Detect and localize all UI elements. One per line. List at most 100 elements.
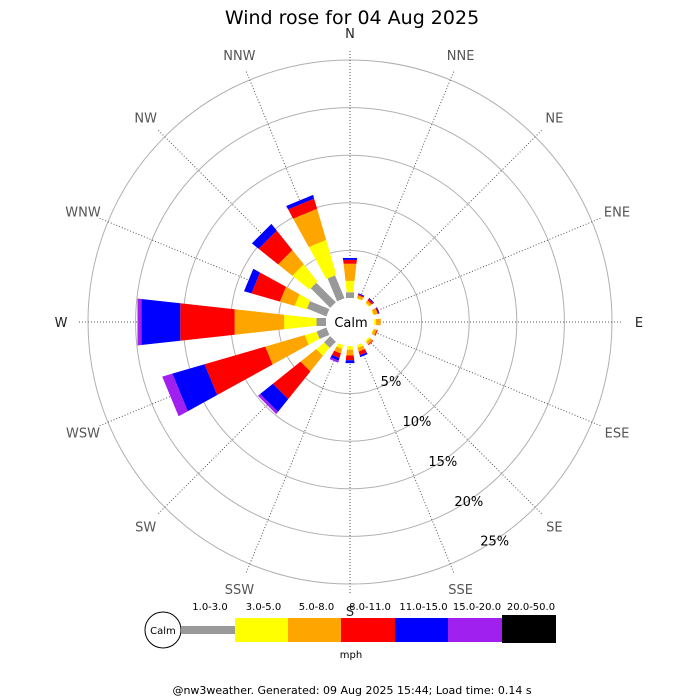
legend-swatch-5	[395, 618, 448, 642]
bar-s-bin5	[345, 360, 355, 364]
grid-ring-20pct	[135, 107, 565, 537]
bar-e-bin2	[374, 319, 376, 325]
direction-label-sse: SSE	[448, 583, 473, 598]
bar-ese-bin4	[374, 329, 378, 336]
bar-ssw-bin3	[334, 346, 343, 354]
spoke-nw	[157, 129, 334, 306]
calm-circle	[326, 298, 374, 346]
legend-calm-label: Calm	[150, 626, 176, 637]
bar-w-bin4	[180, 303, 235, 341]
direction-label-n: N	[345, 27, 355, 42]
bar-nnw-bin5	[286, 194, 315, 210]
bar-nnw-bin4	[288, 198, 318, 219]
bar-nne-bin2	[356, 297, 363, 301]
spoke-sse	[358, 343, 455, 574]
calm-label: Calm	[334, 316, 367, 331]
footer-text: @nw3weather. Generated: 09 Aug 2025 15:4…	[172, 684, 531, 697]
bar-wsw-bin3	[265, 335, 309, 365]
bar-se-bin3	[366, 338, 373, 345]
spoke-se	[366, 338, 543, 515]
bar-nnw-bin1	[327, 275, 345, 302]
bar-sw-bin3	[300, 349, 323, 372]
bar-ne-bin4	[367, 298, 374, 305]
bar-ese-bin3	[372, 329, 377, 336]
bar-n-bin3	[343, 263, 357, 281]
ring-label-5pct: 5%	[381, 375, 402, 390]
bar-wnw-bin4	[251, 272, 286, 302]
direction-label-wsw: WSW	[66, 427, 100, 442]
bar-ene-bin5	[376, 307, 380, 314]
legend-label-5: 11.0-15.0	[399, 602, 447, 613]
bar-n-bin2	[345, 280, 355, 293]
bar-se-bin4	[368, 340, 374, 346]
bar-sw-bin6	[257, 394, 278, 415]
direction-labels: N NNE NE ENE E ESE SE SSE S SSW SW WSW W WNW NW NNW	[55, 27, 644, 620]
legend-swatch-4	[341, 618, 395, 642]
direction-label-ene: ENE	[604, 205, 630, 220]
legend-swatch-2	[235, 618, 288, 642]
legend-label-1: 1.0-3.0	[192, 602, 227, 613]
bar-sse-bin4	[358, 349, 367, 356]
bar-s-bin2	[346, 346, 354, 350]
bar-ne-bin2	[365, 302, 370, 307]
bar-wsw-bin5	[172, 364, 218, 412]
direction-label-nw: NW	[134, 112, 157, 127]
direction-label-nnw: NNW	[223, 49, 255, 64]
bar-w-bin5	[141, 299, 181, 345]
legend-swatch-6	[448, 618, 502, 642]
spoke-wnw	[98, 217, 329, 314]
legend-swatch-3	[288, 618, 341, 642]
legend-unit: mph	[340, 650, 362, 661]
bar-wnw-bin5	[244, 268, 260, 294]
bar-nw-bin2	[292, 264, 318, 290]
bar-nw-bin5	[251, 223, 277, 249]
bar-ssw-bin2	[336, 343, 344, 349]
bar-nne-bin4	[357, 294, 364, 298]
bar-se-bin2	[365, 337, 371, 343]
bar-nnw-bin2	[308, 239, 337, 279]
bar-ne-bin3	[365, 300, 372, 307]
bar-wnw-bin3	[279, 286, 300, 306]
direction-label-wnw: WNW	[65, 205, 101, 220]
bar-wnw-bin2	[294, 294, 311, 310]
ring-label-20pct: 20%	[454, 495, 483, 510]
bar-ene-bin4	[375, 307, 379, 314]
wind-bars	[137, 194, 381, 417]
legend-label-4: 8.0-11.0	[349, 602, 391, 613]
spoke-ssw	[245, 343, 342, 574]
direction-label-ne: NE	[545, 112, 563, 127]
bar-w-bin2	[284, 314, 317, 330]
bar-n-bin4	[343, 259, 357, 264]
bar-s-bin3	[346, 349, 354, 356]
bar-wsw-bin1	[316, 327, 330, 339]
bar-ene-bin2	[371, 309, 375, 316]
spoke-nnw	[245, 70, 342, 301]
direction-label-s: S	[346, 605, 354, 620]
bar-nnw-bin3	[293, 208, 327, 248]
legend-label-7: 20.0-50.0	[507, 602, 555, 613]
direction-label-se: SE	[546, 520, 562, 535]
bar-sw-bin5	[260, 383, 289, 412]
spoke-nne	[358, 70, 455, 301]
bar-n-bin1	[346, 292, 354, 298]
bar-ssw-bin5	[330, 354, 340, 361]
bar-ssw-bin4	[331, 350, 341, 359]
legend-label-3: 5.0-8.0	[299, 602, 334, 613]
bar-sse-bin5	[359, 352, 368, 358]
calm-center: Calm	[326, 298, 374, 346]
chart-title: Wind rose for 04 Aug 2025	[225, 7, 479, 29]
bar-nne-bin5	[358, 293, 365, 297]
ring-label-15pct: 15%	[428, 455, 457, 470]
direction-label-ese: ESE	[605, 427, 630, 442]
bar-n-bin5	[342, 258, 358, 260]
bar-wnw-bin1	[306, 301, 330, 317]
ring-label-25pct: 25%	[480, 535, 509, 550]
bar-sw-bin2	[316, 342, 330, 356]
bar-w-bin6	[137, 298, 142, 346]
bar-nne-bin3	[357, 295, 364, 300]
legend-label-2: 3.0-5.0	[246, 602, 281, 613]
bar-ssw-bin6	[329, 357, 339, 363]
bar-w-bin3	[234, 309, 285, 335]
